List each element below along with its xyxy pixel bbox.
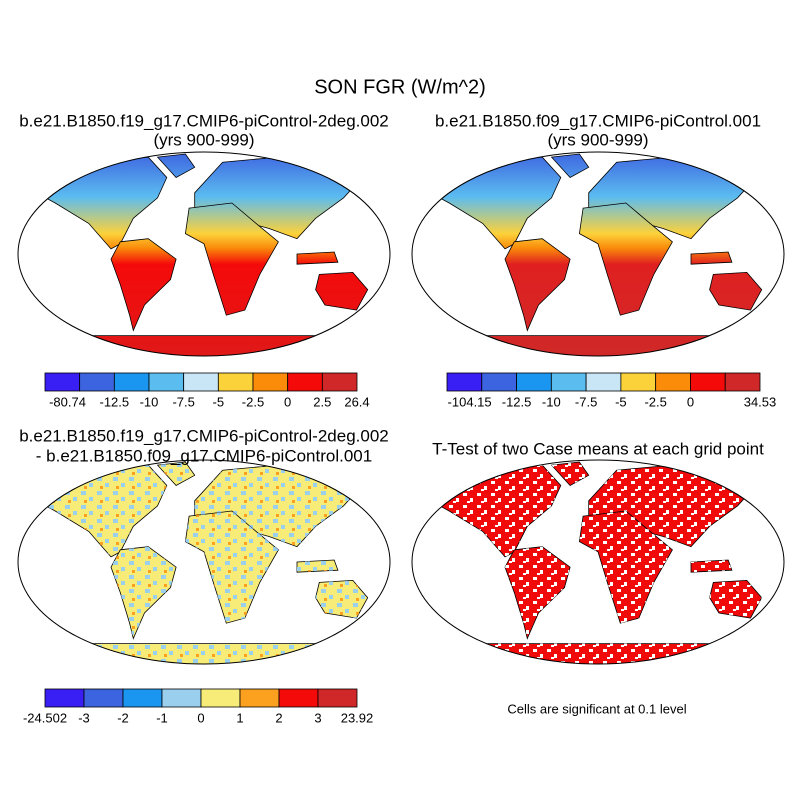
colorbar-label: -2	[117, 710, 129, 725]
land-texture	[430, 465, 561, 557]
map	[36, 153, 372, 356]
land-texture	[111, 546, 177, 639]
map	[430, 153, 766, 356]
colorbar-box	[690, 372, 726, 392]
land	[156, 153, 196, 179]
colorbar-label: -104.15	[448, 394, 492, 409]
colorbar-label: 26.4	[344, 394, 369, 409]
land-texture	[36, 643, 372, 664]
panel-title: (yrs 900-999)	[153, 130, 254, 149]
colorbar-label: 0	[197, 710, 204, 725]
land	[36, 335, 372, 356]
land-texture	[691, 560, 732, 573]
land	[578, 202, 673, 316]
colorbar-label: -7.5	[575, 394, 597, 409]
panel-title: b.e21.B1850.f19_g17.CMIP6-piControl-2deg…	[19, 111, 389, 130]
map-outline	[411, 151, 785, 357]
colorbar-box	[446, 372, 483, 392]
colorbar-box	[585, 372, 622, 392]
land-texture	[579, 511, 673, 624]
colorbar-box	[724, 372, 761, 392]
panel-title: (yrs 900-999)	[547, 130, 648, 149]
land-texture	[505, 546, 571, 639]
colorbar-label: 23.92	[341, 710, 374, 725]
colorbar-label: 2.5	[313, 394, 331, 409]
colorbar-box	[44, 688, 85, 708]
colorbar-label: -1	[156, 710, 168, 725]
land-texture	[551, 462, 589, 486]
colorbar-box	[183, 372, 219, 392]
colorbar-box	[321, 372, 358, 392]
panel-title: - b.e21.B1850.f09_g17.CMIP6-piControl.00…	[36, 446, 372, 465]
land-texture	[157, 462, 195, 486]
land	[430, 156, 562, 250]
colorbar-label: -12.5	[502, 394, 532, 409]
colorbar-box	[550, 372, 587, 392]
colorbar-box	[287, 372, 323, 392]
panel-title: b.e21.B1850.f09_g17.CMIP6-piControl.001	[435, 111, 761, 130]
land	[315, 271, 369, 311]
land	[110, 238, 177, 332]
figure-title: SON FGR (W/m^2)	[314, 76, 486, 98]
land	[36, 156, 168, 250]
map	[36, 461, 372, 664]
land	[184, 202, 279, 316]
panel-title: T-Test of two Case means at each grid po…	[432, 439, 764, 458]
land-texture	[297, 560, 338, 573]
colorbar-label: -2.5	[644, 394, 666, 409]
map-outline	[17, 151, 391, 357]
colorbar-label: 3	[314, 710, 321, 725]
land-texture	[36, 465, 167, 557]
colorbar-box	[620, 372, 657, 392]
colorbar-label: -2.5	[242, 394, 264, 409]
colorbar-label: -7.5	[172, 394, 194, 409]
colorbar-box	[655, 372, 691, 392]
colorbar-label: 34.53	[744, 394, 777, 409]
colorbar-label: 0	[687, 394, 694, 409]
land	[709, 271, 763, 311]
land	[296, 251, 339, 265]
colorbar-label: 1	[236, 710, 243, 725]
land-texture	[185, 511, 279, 624]
colorbar-box	[44, 372, 81, 392]
colorbar-label: -5	[615, 394, 627, 409]
colorbar-label: -3	[78, 710, 90, 725]
land-texture	[315, 580, 368, 619]
colorbar-label: -12.5	[100, 394, 130, 409]
colorbar-box	[317, 688, 358, 708]
colorbar-box	[113, 372, 150, 392]
land	[430, 335, 766, 356]
colorbar-box	[217, 372, 254, 392]
map	[430, 461, 766, 664]
colorbar-box	[278, 688, 319, 708]
colorbar-box	[79, 372, 115, 392]
map-outline	[411, 459, 785, 665]
land	[550, 153, 590, 179]
land-texture	[709, 580, 762, 619]
colorbar-label: 2	[275, 710, 282, 725]
land-texture	[430, 643, 766, 664]
colorbar-box	[252, 372, 289, 392]
colorbar-label: -10	[140, 394, 159, 409]
panel-title: b.e21.B1850.f19_g17.CMIP6-piControl-2deg…	[19, 426, 389, 445]
land	[690, 251, 733, 265]
colorbar-box	[83, 688, 124, 708]
colorbar-box	[148, 372, 185, 392]
colorbar-box	[239, 688, 280, 708]
note: Cells are significant at 0.1 level	[507, 701, 686, 716]
colorbar-label: -5	[213, 394, 225, 409]
colorbar-box	[161, 688, 202, 708]
colorbar-box	[516, 372, 552, 392]
colorbar-label: -80.74	[49, 394, 86, 409]
colorbar-box	[200, 688, 241, 708]
colorbar-label: -24.502	[23, 710, 67, 725]
land	[504, 238, 571, 332]
colorbar-box	[481, 372, 517, 392]
colorbar-label: -10	[542, 394, 561, 409]
map-outline	[17, 459, 391, 665]
colorbar-box	[122, 688, 163, 708]
colorbar-label: 0	[284, 394, 291, 409]
